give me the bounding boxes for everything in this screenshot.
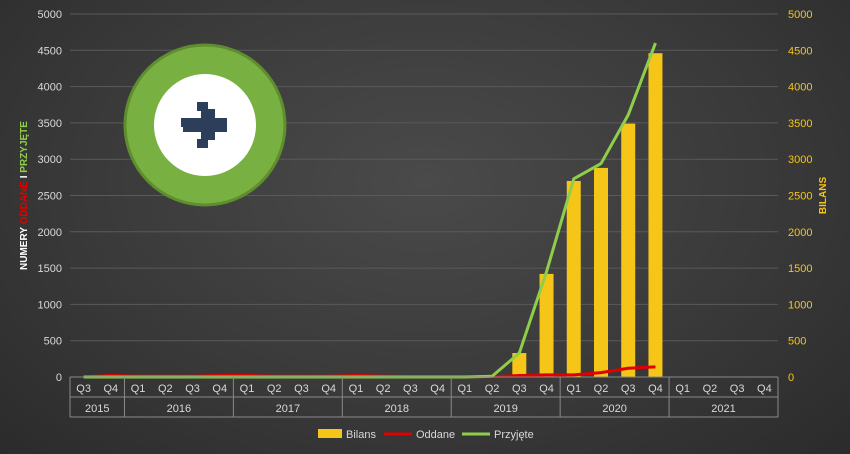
- x-tick-label: Q4: [430, 383, 445, 395]
- y-axis-title: NUMERY ODDANE I PRZYJĘTE: [19, 121, 30, 270]
- legend-label: Oddane: [416, 429, 455, 441]
- y-tick-label: 5000: [38, 9, 62, 21]
- y-tick-label: 3000: [38, 154, 62, 166]
- y-tick-label: 1500: [38, 263, 62, 275]
- x-tick-label: Q1: [566, 383, 581, 395]
- x-tick-label: Q4: [212, 383, 227, 395]
- x-tick-label: Q3: [621, 383, 636, 395]
- logo-icon: [123, 43, 287, 207]
- x-tick-label: Q1: [458, 383, 473, 395]
- legend-swatch-bilans: [318, 429, 342, 438]
- x-tick-label: Q1: [240, 383, 255, 395]
- y-tick-label: 4500: [38, 45, 62, 57]
- legend: Bilans Oddane Przyjęte: [318, 429, 534, 441]
- bilans-bar: [539, 273, 554, 377]
- bilans-bars: [512, 53, 663, 377]
- x-tick-label: Q2: [267, 383, 282, 395]
- y2-tick-label: 1500: [788, 263, 812, 275]
- x-tick-label: Q4: [104, 383, 119, 395]
- y2-tick-label: 4500: [788, 45, 812, 57]
- bilans-bar: [512, 353, 527, 377]
- year-label: 2020: [602, 403, 626, 415]
- year-label: 2021: [711, 403, 735, 415]
- bilans-bar: [566, 180, 581, 377]
- y2-tick-label: 2500: [788, 191, 812, 203]
- y2-tick-label: 500: [788, 336, 806, 348]
- y-tick-label: 3500: [38, 118, 62, 130]
- year-label: 2018: [385, 403, 409, 415]
- legend-label: Przyjęte: [494, 429, 534, 441]
- x-tick-label: Q1: [131, 383, 146, 395]
- x-tick-label: Q4: [648, 383, 663, 395]
- year-label: 2015: [85, 403, 109, 415]
- x-tick-label: Q2: [594, 383, 609, 395]
- y2-tick-label: 1000: [788, 299, 812, 311]
- right-axis-ticks: 0 500 1000 1500 2000 2500 3000 3500 4000 4500 5000: [788, 9, 812, 384]
- x-tick-label: Q3: [512, 383, 527, 395]
- y-tick-label: 500: [44, 336, 62, 348]
- y2-axis-title: BILANS: [818, 177, 829, 215]
- y-tick-label: 1000: [38, 299, 62, 311]
- y-tick-label: 0: [56, 372, 62, 384]
- y-tick-label: 2000: [38, 227, 62, 239]
- x-tick-label: Q3: [185, 383, 200, 395]
- x-tick-label: Q3: [76, 383, 91, 395]
- x-tick-label: Q4: [757, 383, 772, 395]
- x-tick-label: Q2: [376, 383, 391, 395]
- year-label: 2017: [276, 403, 300, 415]
- x-tick-label: Q3: [403, 383, 418, 395]
- x-tick-label: Q4: [321, 383, 336, 395]
- x-tick-label: Q1: [675, 383, 690, 395]
- x-tick-label: Q2: [485, 383, 500, 395]
- left-axis-ticks: 0 500 1000 1500 2000 2500 3000 3500 4000 4500 5000: [38, 9, 62, 384]
- y-tick-label: 4000: [38, 82, 62, 94]
- x-tick-label: Q3: [294, 383, 309, 395]
- y2-tick-label: 3000: [788, 154, 812, 166]
- bilans-bar: [594, 167, 608, 377]
- y-tick-label: 2500: [38, 191, 62, 203]
- y2-tick-label: 3500: [788, 118, 812, 130]
- x-axis: Q3 Q4 Q1 Q2 Q3 Q4 Q1 Q2 Q3 Q4 Q1 Q2 Q3 Q4 Q1 Q2 Q3 Q4 Q1 Q2…: [69, 376, 779, 418]
- x-tick-label: Q2: [703, 383, 718, 395]
- x-tick-label: Q3: [730, 383, 745, 395]
- bilans-bar: [648, 53, 663, 377]
- x-tick-label: Q2: [158, 383, 173, 395]
- arrow-icon: [181, 102, 227, 148]
- x-tick-label: Q1: [349, 383, 364, 395]
- y2-tick-label: 4000: [788, 82, 812, 94]
- axis-titles: NUMERY ODDANE I PRZYJĘTE BILANS: [19, 121, 829, 270]
- y2-tick-label: 0: [788, 372, 794, 384]
- legend-label: Bilans: [346, 429, 376, 441]
- y2-tick-label: 5000: [788, 9, 812, 21]
- year-label: 2019: [493, 403, 517, 415]
- x-tick-label: Q4: [539, 383, 554, 395]
- bilans-bar: [621, 123, 636, 377]
- y2-tick-label: 2000: [788, 227, 812, 239]
- year-label: 2016: [167, 403, 191, 415]
